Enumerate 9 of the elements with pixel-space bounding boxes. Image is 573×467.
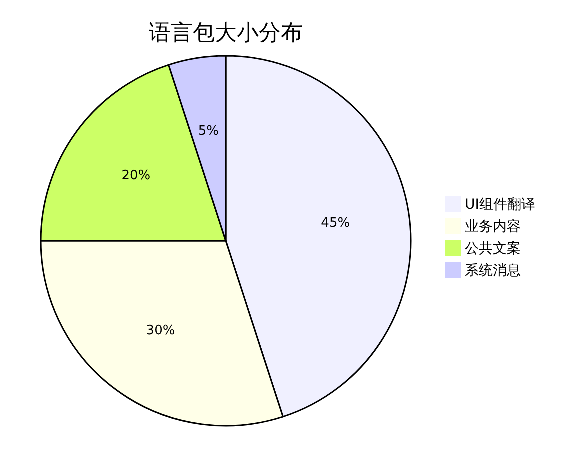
legend-label: 系统消息 <box>465 263 521 279</box>
legend-label: 公共文案 <box>465 240 521 257</box>
data-label: 5% <box>198 124 219 139</box>
data-label: 45% <box>321 216 350 232</box>
data-label: 20% <box>122 168 151 184</box>
legend-label: 业务内容 <box>465 219 521 235</box>
slice-label: UI组件翻译 <box>465 197 536 213</box>
chart-title: 语言包大小分布 <box>149 21 303 46</box>
data-label: 30% <box>146 323 176 338</box>
